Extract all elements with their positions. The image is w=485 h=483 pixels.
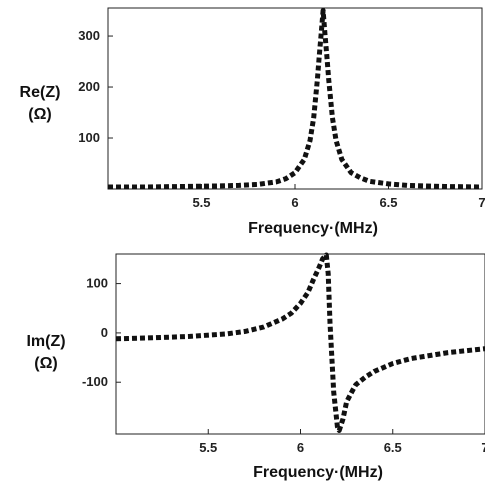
re-z-y-ticks: 100 200 300 bbox=[78, 28, 113, 145]
im-z-x-tick-label: 6.5 bbox=[384, 440, 402, 455]
re-z-x-axis-label: Frequency·(MHz) bbox=[248, 220, 378, 237]
re-z-x-tick-label: 5.5 bbox=[192, 195, 210, 210]
re-z-x-tick-label: 6.5 bbox=[379, 195, 397, 210]
im-z-series-line bbox=[115, 252, 485, 433]
re-z-series-line bbox=[108, 8, 483, 190]
im-z-x-axis-label: Frequency·(MHz) bbox=[253, 464, 383, 481]
re-z-y-axis-label: Re(Z) bbox=[20, 84, 61, 101]
re-z-x-tick-label: 6 bbox=[291, 195, 298, 210]
re-z-plot-area bbox=[107, 7, 483, 190]
re-z-y-tick-label: 200 bbox=[78, 79, 100, 94]
im-z-plot-area bbox=[115, 253, 485, 435]
im-z-y-axis-label: Im(Z) bbox=[26, 333, 65, 350]
im-z-y-tick-label: 0 bbox=[101, 325, 108, 340]
im-z-x-tick-label: 6 bbox=[297, 440, 304, 455]
re-z-x-tick-label: 7 bbox=[478, 195, 485, 210]
im-z-x-ticks: 5.5 6 6.5 7 bbox=[199, 429, 485, 455]
im-z-y-tick-label: 100 bbox=[86, 276, 108, 291]
re-z-y-tick-label: 300 bbox=[78, 28, 100, 43]
im-z-y-tick-label: -100 bbox=[82, 374, 108, 389]
im-z-x-tick-label: 7 bbox=[481, 440, 485, 455]
re-z-y-axis-unit: (Ω) bbox=[28, 106, 51, 123]
re-z-y-tick-label: 100 bbox=[78, 130, 100, 145]
im-z-y-axis-unit: (Ω) bbox=[34, 355, 57, 372]
re-z-x-ticks: 5.5 6 6.5 7 bbox=[192, 184, 485, 210]
im-z-y-ticks: 100 0 -100 bbox=[82, 276, 121, 389]
re-z-chart: 100 200 300 5.5 6 6.5 7 Frequency·(MHz) Re(Z)… bbox=[20, 7, 485, 237]
im-z-x-tick-label: 5.5 bbox=[199, 440, 217, 455]
